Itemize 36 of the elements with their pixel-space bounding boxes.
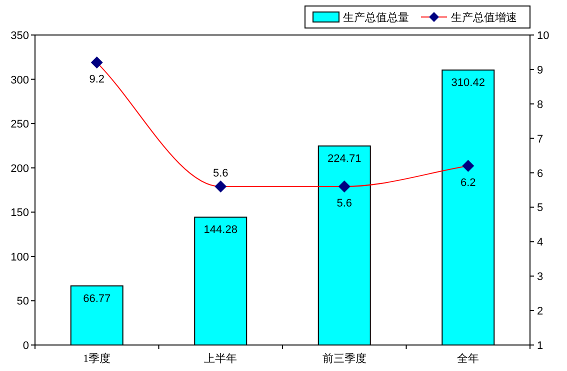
y2-tick-label: 2	[537, 306, 544, 318]
data-label: 9.2	[89, 74, 105, 86]
x-tick-label: 全年	[457, 353, 480, 365]
y2-tick-label: 10	[537, 30, 550, 42]
data-label: 66.77	[83, 292, 111, 305]
y2-tick-label: 9	[537, 64, 544, 76]
y2-tick-label: 1	[537, 340, 544, 352]
data-label: 6.2	[460, 176, 476, 189]
legend-label: 生产总值总量	[343, 11, 409, 24]
y2-tick-label: 3	[537, 271, 544, 284]
data-label: 5.6	[212, 168, 228, 180]
y-tick-label: 300	[10, 74, 29, 86]
y-tick-label: 200	[10, 162, 29, 175]
y2-tick-label: 5	[537, 202, 544, 214]
y-tick-label: 50	[16, 296, 29, 308]
data-label: 310.42	[451, 77, 485, 90]
y-tick-label: 100	[10, 251, 29, 264]
data-label: 224.71	[328, 152, 362, 165]
legend-label: 生产总值增速	[451, 11, 517, 24]
x-tick-label: 1季度	[83, 352, 111, 365]
x-tick-label: 上半年	[204, 352, 238, 365]
y2-tick-label: 4	[537, 236, 544, 249]
x-tick-label: 前三季度	[322, 352, 366, 365]
point	[338, 180, 350, 193]
y-tick-label: 250	[10, 118, 29, 131]
y2-tick-label: 8	[537, 98, 544, 111]
y2-tick-label: 7	[537, 133, 544, 146]
y-tick-label: 350	[10, 30, 29, 42]
y2-tick-label: 6	[537, 168, 544, 180]
data-label: 144.28	[204, 224, 238, 236]
point	[214, 180, 227, 193]
y-tick-label: 0	[22, 340, 29, 352]
y-tick-label: 150	[10, 207, 29, 220]
data-label: 5.6	[336, 198, 352, 210]
point	[90, 56, 103, 69]
point	[462, 160, 474, 172]
